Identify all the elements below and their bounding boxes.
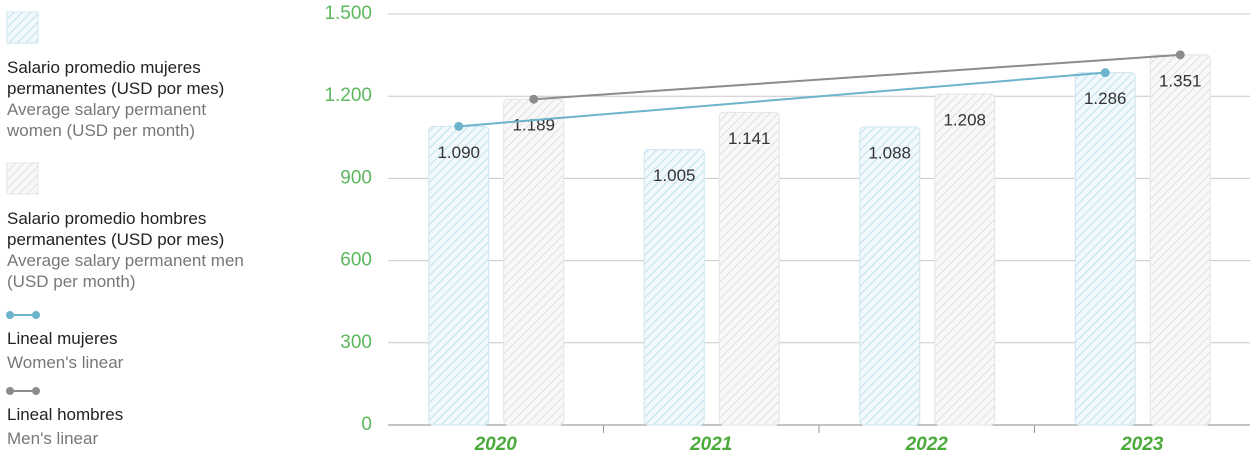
legend-swatch <box>6 11 39 44</box>
value-label: 1.286 <box>1084 89 1127 108</box>
legend-line: Women's linear <box>7 353 124 372</box>
bar <box>503 98 565 426</box>
value-label: 1.090 <box>437 143 480 162</box>
bar <box>934 93 996 426</box>
bar <box>1149 54 1211 426</box>
x-tick-label: 2021 <box>689 434 732 455</box>
y-tick-label: 600 <box>340 250 372 271</box>
y-tick-label: 0 <box>361 414 372 435</box>
legend-text: Lineal mujeres <box>7 329 118 348</box>
legend-text: Salario promedio hombres permanentes (USD… <box>7 209 224 249</box>
trend-point <box>529 94 539 104</box>
bar <box>859 126 921 426</box>
legend-item: Lineal mujeres Women's linear <box>6 311 124 372</box>
trend-point <box>1175 50 1185 60</box>
trend-point <box>454 121 464 131</box>
x-tick-label: 2022 <box>905 434 949 455</box>
legend-swatch <box>6 162 39 195</box>
legend-line: Salario promedio mujeres <box>7 58 201 77</box>
legend-line: permanentes (USD por mes) <box>7 230 224 249</box>
y-tick-label: 900 <box>340 167 372 188</box>
x-tick-label: 2020 <box>474 434 518 455</box>
legend-line: Average salary permanent men <box>7 251 244 270</box>
legend-line: Salario promedio hombres <box>7 209 206 228</box>
legend-line: Average salary permanent <box>7 100 206 119</box>
legend-text: Average salary permanent men (USD per mon… <box>7 251 244 291</box>
legend-item: Salario promedio hombres permanentes (USD… <box>6 162 244 291</box>
legend-item: Salario promedio mujeres permanentes (USD… <box>6 11 224 140</box>
legend-line: Lineal hombres <box>7 405 123 424</box>
legend-text: Average salary permanent women (USD per m… <box>6 100 206 140</box>
trend-line <box>533 53 1181 101</box>
legend-text: Men's linear <box>7 429 98 448</box>
value-label: 1.141 <box>728 129 771 148</box>
legend-dot <box>32 387 40 395</box>
value-label: 1.351 <box>1159 71 1202 90</box>
legend-line: permanentes (USD por mes) <box>7 79 224 98</box>
legend-dot <box>6 311 14 319</box>
legend-item: Lineal hombres Men's linear <box>6 387 123 448</box>
bar <box>1074 72 1136 426</box>
legend-text: Salario promedio mujeres permanentes (USD… <box>7 58 224 98</box>
value-label: 1.088 <box>868 143 911 162</box>
legend-line: (USD per month) <box>7 272 135 291</box>
legend-text: Lineal hombres <box>7 405 123 424</box>
legend-dot <box>32 311 40 319</box>
x-tick-label: 2023 <box>1120 434 1164 455</box>
legend-text: Women's linear <box>7 353 124 372</box>
value-label: 1.208 <box>943 110 986 129</box>
legend-line: Men's linear <box>7 429 98 448</box>
y-tick-label: 300 <box>340 332 372 353</box>
bar <box>718 111 780 426</box>
value-label: 1.005 <box>653 166 696 185</box>
bar <box>643 149 705 426</box>
y-tick-label: 1.500 <box>324 3 372 24</box>
legend-line: women (USD per month) <box>6 121 195 140</box>
trend-line <box>458 71 1106 128</box>
bar <box>428 125 490 426</box>
trend-point <box>1100 68 1110 78</box>
legend-line: Lineal mujeres <box>7 329 118 348</box>
y-tick-label: 1.200 <box>324 85 372 106</box>
legend-dot <box>6 387 14 395</box>
